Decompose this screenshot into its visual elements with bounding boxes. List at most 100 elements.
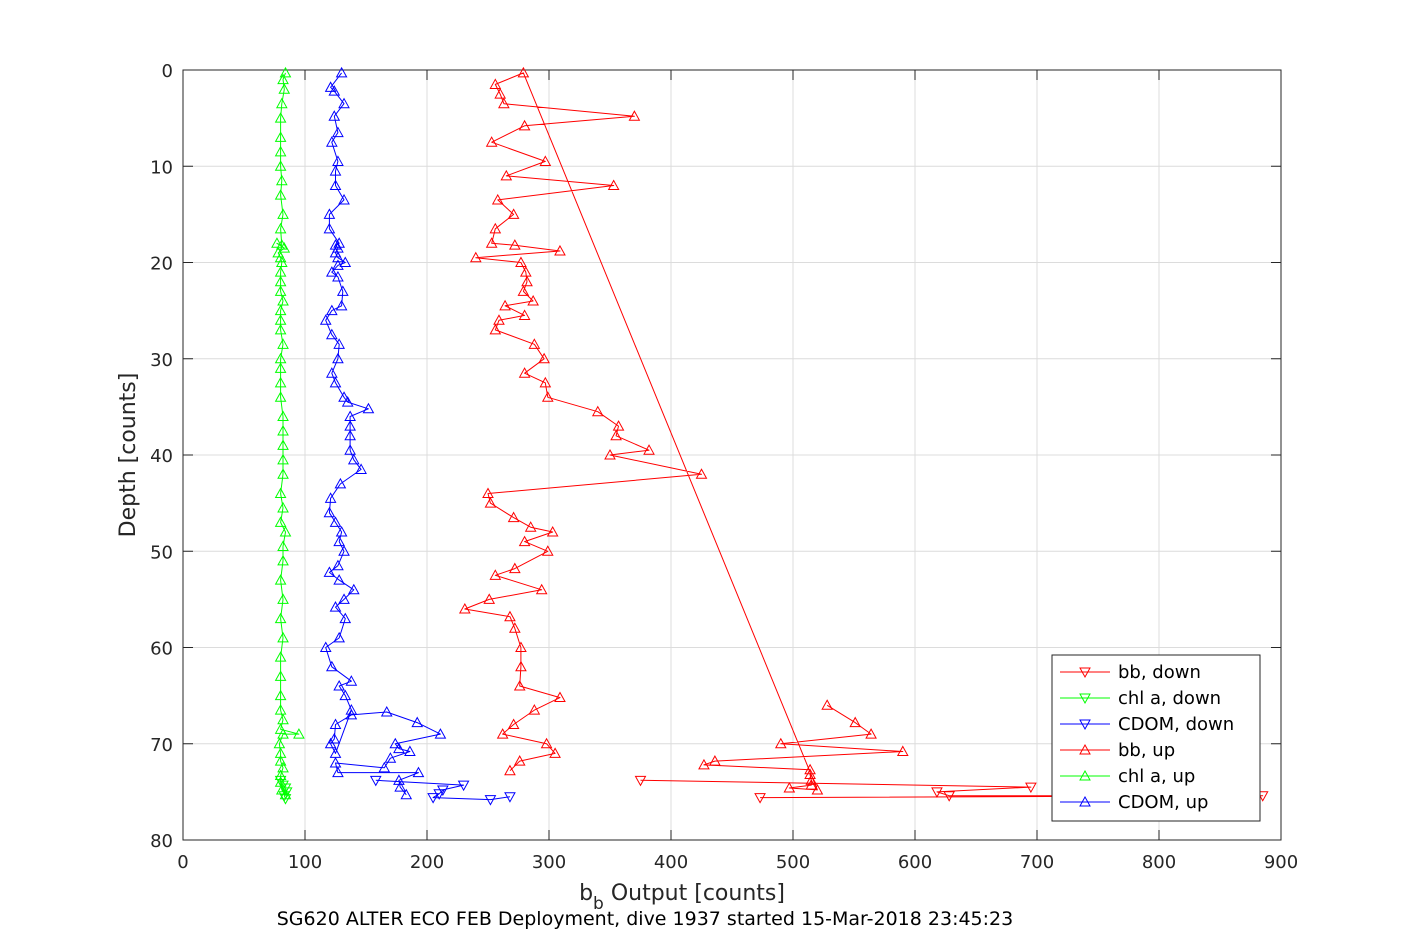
data-point [521, 275, 533, 287]
y-tick-label: 60 [150, 639, 173, 660]
data-point [524, 521, 537, 532]
x-axis-label-rest: Output [counts] [604, 881, 785, 906]
data-point [339, 612, 352, 624]
data-point [277, 593, 289, 604]
data-point [504, 792, 516, 803]
data-point [328, 85, 341, 96]
x-tick-label: 200 [410, 852, 444, 873]
series-group [271, 66, 1269, 806]
data-point [518, 119, 531, 131]
data-point [338, 545, 350, 556]
legend-label: bb, down [1118, 662, 1201, 683]
legend-marker [1079, 795, 1091, 807]
data-point [546, 525, 559, 537]
data-point [338, 391, 350, 402]
data-point [277, 761, 289, 773]
data-point [384, 752, 397, 763]
data-point [274, 131, 287, 142]
data-point [347, 583, 360, 595]
data-point [293, 728, 305, 739]
series-cdom-down [369, 775, 516, 806]
data-point [279, 66, 292, 78]
legend-label: chl a, down [1118, 688, 1221, 709]
data-point [400, 788, 413, 800]
data-point [277, 338, 289, 349]
data-point [329, 747, 342, 758]
series-line-bb-up [464, 72, 904, 791]
series-line-cdom-up [325, 72, 441, 796]
data-point [539, 376, 552, 388]
data-point [332, 559, 344, 571]
data-point [518, 535, 531, 547]
data-point [865, 728, 877, 739]
data-point [277, 424, 289, 436]
data-point [528, 704, 541, 715]
x-tick-label: 300 [532, 852, 566, 873]
data-point [541, 545, 554, 556]
y-tick-label: 50 [150, 542, 173, 563]
data-point [274, 323, 287, 335]
data-point [274, 704, 287, 715]
data-point [628, 110, 641, 121]
legend-marker [1079, 693, 1091, 705]
data-point [591, 405, 604, 417]
data-point [607, 179, 620, 190]
data-point [335, 66, 348, 78]
data-point [484, 497, 497, 508]
legend-label: bb, up [1118, 740, 1175, 761]
x-tick-label: 400 [654, 852, 688, 873]
data-point [275, 174, 288, 186]
data-point [485, 237, 498, 248]
data-point [274, 651, 287, 662]
data-point [345, 675, 358, 686]
data-point [277, 540, 289, 551]
data-point [783, 781, 796, 793]
data-point [277, 468, 289, 479]
data-point [517, 285, 530, 296]
data-point [458, 602, 471, 614]
data-point [508, 622, 521, 633]
data-point [355, 463, 367, 474]
legend: bb, down chl a, down CDOM, down bb, up chl a… [1051, 654, 1261, 822]
data-point [323, 506, 336, 518]
data-point [378, 761, 391, 773]
legend-label: CDOM, up [1118, 792, 1208, 813]
data-point [274, 670, 287, 681]
data-point [324, 81, 337, 92]
data-point [369, 775, 382, 787]
data-point [274, 145, 287, 157]
data-point [332, 126, 344, 138]
series-chl-a-up [271, 66, 305, 800]
series-bb-up [458, 66, 909, 795]
data-point [323, 566, 336, 577]
data-point [277, 501, 289, 513]
legend-marker [1079, 743, 1091, 755]
data-point [279, 525, 292, 537]
data-point [274, 222, 287, 234]
data-point [483, 593, 496, 604]
data-point [344, 420, 356, 431]
data-point [498, 97, 510, 109]
data-point [518, 367, 531, 378]
data-point [931, 787, 943, 798]
data-point [491, 193, 504, 205]
data-point [335, 299, 348, 311]
data-point [434, 728, 447, 739]
data-point [380, 705, 393, 717]
data-point [610, 429, 622, 441]
data-point [362, 402, 375, 414]
data-point [634, 775, 647, 787]
y-tick-label: 30 [150, 350, 173, 371]
data-point [333, 338, 346, 349]
data-point [274, 769, 287, 781]
y-tick-label: 40 [150, 446, 173, 467]
data-point [774, 737, 787, 749]
series-cdom-up [319, 66, 447, 800]
data-point [538, 352, 550, 364]
data-point [754, 793, 766, 804]
y-tick-label: 0 [162, 61, 173, 82]
data-point [433, 789, 446, 800]
data-point [535, 583, 548, 595]
data-point [271, 237, 283, 248]
